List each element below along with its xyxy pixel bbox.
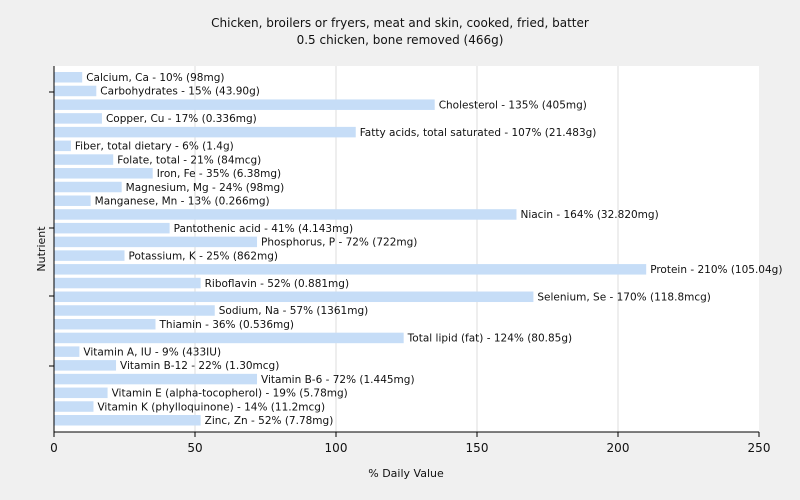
bar-label: Total lipid (fat) - 124% (80.85g) [407,333,572,345]
bar-label: Cholesterol - 135% (405mg) [439,99,587,111]
bar-label: Fatty acids, total saturated - 107% (21.… [360,127,597,139]
bar [54,387,108,399]
bar [54,222,170,234]
bar-label: Zinc, Zn - 52% (7.78mg) [205,415,334,427]
x-axis-label: % Daily Value [368,467,444,480]
bar-label: Protein - 210% (105.04g) [650,264,782,276]
bar-label: Copper, Cu - 17% (0.336mg) [106,113,257,125]
bar [54,277,201,289]
bar-label: Vitamin A, IU - 9% (433IU) [83,346,221,358]
x-tick-label: 250 [748,441,771,455]
bar-label: Magnesium, Mg - 24% (98mg) [126,182,285,194]
bar [54,236,258,248]
bar-label: Riboflavin - 52% (0.881mg) [205,278,349,290]
bar [54,195,91,206]
bars [54,72,647,426]
bar [54,264,647,275]
bar [54,360,117,371]
bar [54,181,122,193]
bar [54,154,114,165]
bar [54,415,201,426]
chart-subtitle: 0.5 chicken, bone removed (466g) [297,33,504,47]
bar-label: Sodium, Na - 57% (1361mg) [219,305,368,317]
bar-label: Folate, total - 21% (84mcg) [117,154,261,166]
bar [54,99,435,110]
bar [54,401,94,412]
bar-label: Carbohydrates - 15% (43.90g) [100,86,260,98]
bar-label: Pantothenic acid - 41% (4.143mg) [174,223,353,235]
bar [54,318,156,330]
bar-label: Fiber, total dietary - 6% (1.4g) [75,141,234,153]
bar-label: Manganese, Mn - 13% (0.266mg) [95,195,270,207]
bar-label: Calcium, Ca - 10% (98mg) [86,72,224,84]
bar-label: Potassium, K - 25% (862mg) [129,250,279,262]
bar-label: Phosphorus, P - 72% (722mg) [261,237,417,249]
bar-label: Vitamin B-6 - 72% (1.445mg) [261,374,415,386]
bar-label: Thiamin - 36% (0.536mg) [159,319,295,331]
bar [54,126,356,138]
bar-labels: Calcium, Ca - 10% (98mg) Carbohydrates - … [75,72,783,427]
bar-label: Vitamin B-12 - 22% (1.30mcg) [120,360,279,372]
bar-label: Vitamin K (phylloquinone) - 14% (11.2mcg… [97,401,325,413]
x-tick-label: 150 [466,441,489,455]
bar [54,250,125,261]
bar-label: Vitamin E (alpha-tocopherol) - 19% (5.78… [112,388,348,400]
bar [54,373,258,385]
x-tick-label: 200 [607,441,630,455]
bar [54,72,83,83]
bar [54,332,404,344]
bar-label: Iron, Fe - 35% (6.38mg) [157,168,281,180]
bar-label: Selenium, Se - 170% (118.8mcg) [537,292,711,304]
bar [54,346,80,357]
y-axis-label: Nutrient [35,226,48,272]
x-tick-label: 50 [187,441,202,455]
x-tick-label: 0 [50,441,58,455]
axes: 0 50 100 150 200 250 [49,66,770,455]
bar [54,168,153,179]
bar [54,305,215,316]
chart-title: Chicken, broilers or fryers, meat and sk… [211,16,589,30]
bar [54,291,534,303]
bar [54,140,71,152]
bar-label: Niacin - 164% (32.820mg) [520,209,658,221]
bar [54,85,97,97]
bar [54,113,102,124]
x-tick-label: 100 [325,441,348,455]
bar [54,209,517,220]
